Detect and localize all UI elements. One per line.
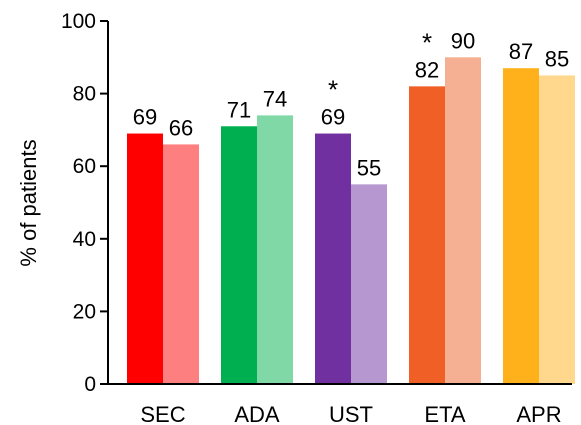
y-tick-label: 20: [73, 300, 96, 323]
x-tick-label-ust: UST: [329, 402, 373, 425]
bar-eta-1: [409, 86, 445, 384]
x-tick-label-eta: ETA: [424, 402, 465, 425]
bar-eta-2: [445, 57, 481, 385]
y-tick-label: 40: [73, 228, 96, 251]
x-tick-label-sec: SEC: [140, 402, 185, 425]
x-ticks-group: SEC ADA UST ETA APR: [140, 402, 561, 425]
value-label: 82: [415, 57, 439, 82]
bar-ada-2: [257, 115, 293, 384]
significance-marker: *: [422, 27, 432, 57]
significance-marker: *: [328, 75, 338, 105]
x-tick-label-apr: APR: [516, 402, 561, 425]
value-label: 55: [357, 155, 381, 180]
bars-group: [127, 57, 575, 385]
value-label: 87: [509, 39, 533, 64]
y-tick-label: 0: [84, 373, 96, 396]
y-tick-label: 100: [61, 10, 96, 33]
bar-sec-2: [163, 144, 199, 384]
value-label: 90: [451, 28, 475, 53]
x-tick-label-ada: ADA: [234, 402, 280, 425]
axes-group: [107, 21, 572, 385]
y-tick-label: 60: [73, 155, 96, 178]
value-label: 69: [133, 105, 157, 130]
bar-ust-1: [315, 133, 351, 384]
y-axis-label: % of patients: [16, 139, 41, 266]
bar-apr-1: [503, 68, 539, 384]
value-label: 69: [321, 105, 345, 130]
bar-ust-2: [351, 184, 387, 384]
y-ticks-group: 0 20 40 60 80 100: [61, 10, 108, 396]
value-label: 74: [263, 86, 287, 111]
value-label: 66: [169, 115, 193, 140]
value-label: 71: [227, 97, 251, 122]
bar-ada-1: [221, 126, 257, 385]
bar-sec-1: [127, 133, 163, 384]
bar-apr-2: [539, 75, 575, 384]
y-tick-label: 80: [73, 83, 96, 106]
value-label: 85: [545, 46, 569, 71]
